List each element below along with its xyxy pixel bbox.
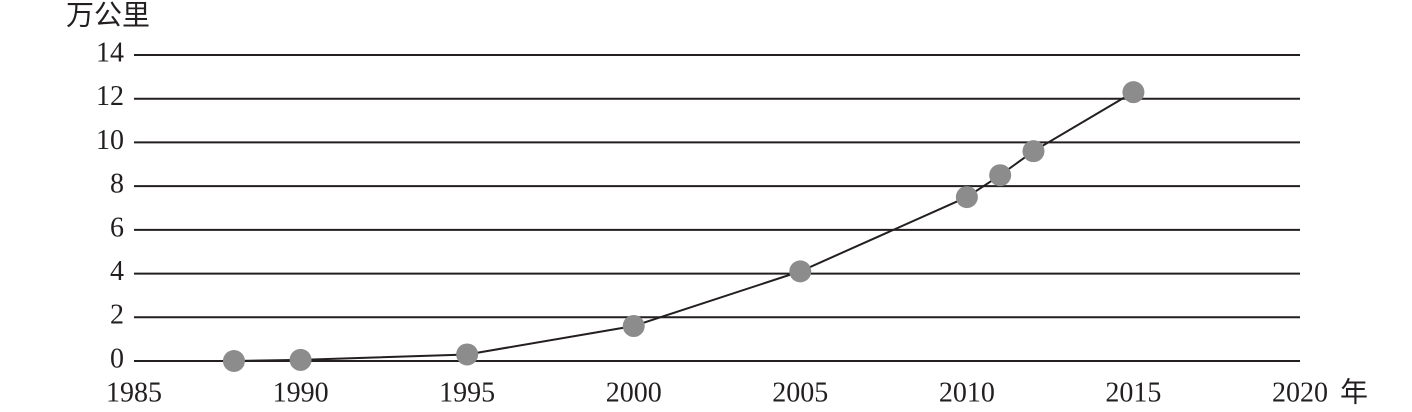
y-tick-label: 0 <box>110 343 124 374</box>
point <box>1122 81 1145 104</box>
x-tick-label: 2010 <box>939 377 995 408</box>
point <box>789 260 812 283</box>
y-tick-label: 2 <box>110 300 124 331</box>
y-tick-label: 6 <box>110 212 124 243</box>
y-tick-label: 10 <box>96 125 124 156</box>
y-tick-label: 4 <box>110 256 124 287</box>
point <box>622 315 645 338</box>
y-tick-label: 8 <box>110 169 124 200</box>
x-tick-label: 1995 <box>439 377 495 408</box>
x-axis-label: 年 <box>1340 376 1368 408</box>
x-tick-label: 2005 <box>772 377 828 408</box>
y-tick-label: 14 <box>96 37 124 68</box>
point <box>222 350 245 372</box>
point <box>955 186 978 209</box>
x-tick-label: 1985 <box>106 377 162 408</box>
y-tick-label: 12 <box>96 81 124 112</box>
x-tick-label: 2015 <box>1105 377 1161 408</box>
point <box>989 164 1012 187</box>
point <box>289 348 312 371</box>
line <box>233 91 1134 362</box>
x-tick-label: 2000 <box>606 377 662 408</box>
x-tick-label: 1990 <box>273 377 329 408</box>
x-tick-label: 2020 <box>1272 377 1328 408</box>
point <box>1022 140 1045 163</box>
point <box>456 343 479 366</box>
y-axis-label: 万公里 <box>66 0 150 31</box>
